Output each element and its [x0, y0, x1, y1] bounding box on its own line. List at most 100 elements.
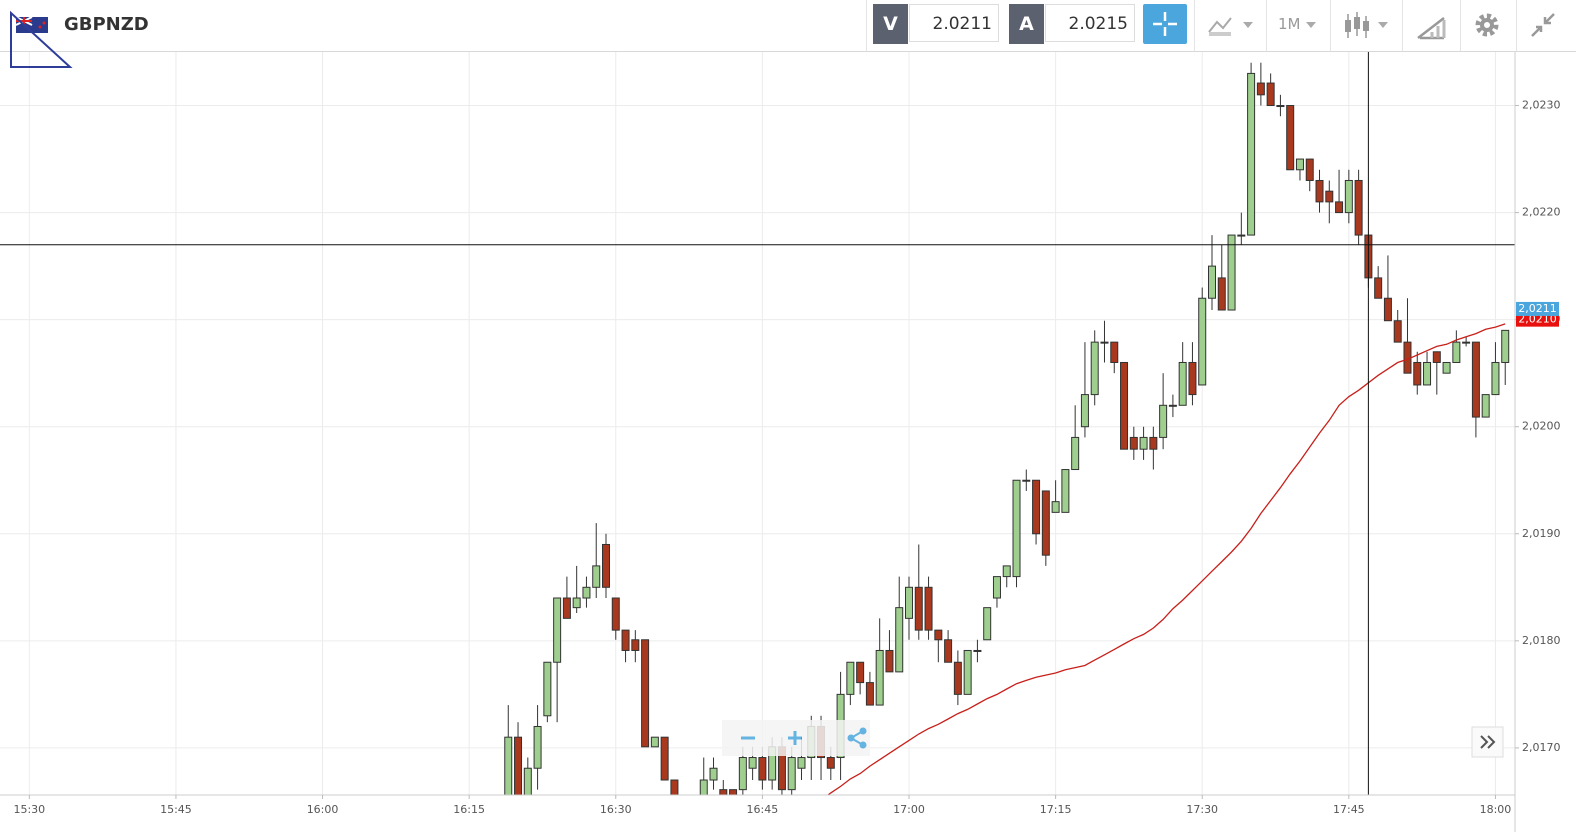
candle-body — [885, 649, 894, 673]
candle-body — [543, 661, 552, 717]
candle-body — [553, 597, 562, 663]
candle-body — [572, 597, 581, 609]
candle-body — [1501, 329, 1510, 363]
drawing-tools-button[interactable] — [1414, 10, 1450, 42]
candle-body — [1247, 72, 1256, 236]
separator — [866, 0, 867, 51]
settings-button[interactable] — [1472, 10, 1504, 42]
candle-body — [1432, 351, 1441, 363]
price-tag — [1516, 301, 1559, 316]
candle-body — [1315, 179, 1324, 203]
candle-body — [709, 767, 718, 781]
candle-body — [1354, 179, 1363, 236]
candle-body — [1286, 105, 1295, 171]
candle-body — [1139, 436, 1148, 450]
chart-type-button[interactable] — [1205, 12, 1257, 40]
candle-body — [1032, 479, 1041, 535]
candle-body — [1266, 82, 1275, 107]
candle-body — [514, 736, 523, 795]
candle-body — [1041, 490, 1050, 556]
candle-body — [846, 661, 855, 695]
header-bar: GBPNZD V 2.0211 A 2.0215 1M — [0, 0, 1576, 52]
candle-body — [1423, 361, 1432, 386]
candle-body — [758, 757, 767, 781]
bid-button[interactable]: V — [873, 4, 908, 44]
candle-body — [748, 757, 757, 769]
candle-body — [592, 565, 601, 588]
candle-body — [523, 767, 532, 795]
candle-body — [1256, 82, 1265, 96]
separator — [1330, 0, 1331, 51]
y-tick-label: 2,0180 — [1522, 634, 1561, 647]
x-tick-label: 17:30 — [1186, 803, 1218, 816]
candle-body — [1344, 179, 1353, 214]
candle-body — [895, 607, 904, 673]
candle-body — [699, 779, 708, 795]
y-tick-label: 2,0220 — [1522, 206, 1561, 219]
candle-body — [641, 639, 650, 748]
candle-body — [660, 736, 669, 781]
plot-area — [0, 52, 1515, 832]
y-tick-label: 2,0170 — [1522, 741, 1561, 754]
candle-body — [670, 779, 679, 795]
x-tick-label: 17:45 — [1333, 803, 1365, 816]
ask-button[interactable]: A — [1009, 4, 1044, 44]
candle-body — [1471, 341, 1480, 418]
candle-body — [865, 682, 874, 706]
candle-body — [1129, 436, 1138, 450]
x-tick-label: 16:00 — [307, 803, 339, 816]
timeframe-caret — [1306, 22, 1316, 28]
candle-body — [953, 661, 962, 695]
candle-body — [856, 661, 865, 684]
candle-body — [787, 757, 796, 791]
candle-body — [1325, 190, 1334, 203]
price-tag — [1516, 312, 1559, 327]
candle-body — [1002, 565, 1011, 578]
candle-body — [650, 736, 659, 748]
separator — [1194, 0, 1195, 51]
candle-body — [631, 639, 640, 651]
zoom-in-button[interactable] — [788, 731, 802, 745]
candle-body — [1442, 361, 1451, 374]
price-chart: 2,01702,01802,01902,02002,02102,02202,02… — [0, 52, 1561, 832]
candle-body — [1178, 361, 1187, 406]
separator — [1460, 0, 1461, 51]
candle-body — [1208, 265, 1216, 299]
moving-average-line — [826, 323, 1506, 795]
x-tick-label: 18:00 — [1480, 803, 1512, 816]
y-tick-label: 2,0230 — [1522, 99, 1561, 112]
candle-body — [1080, 394, 1089, 428]
scroll-right-button[interactable] — [1471, 726, 1504, 758]
candle-body — [1491, 361, 1500, 396]
candle-body — [690, 812, 697, 832]
x-tick-label: 16:45 — [747, 803, 779, 816]
candle-body — [1393, 320, 1402, 343]
candle-body — [1188, 361, 1197, 396]
price-tag-label: 2,0211 — [1518, 302, 1557, 315]
candle-body — [944, 639, 953, 663]
candle-body — [1413, 361, 1422, 386]
candle-body — [611, 597, 620, 631]
candle-body — [934, 629, 943, 641]
x-tick-label: 16:15 — [453, 803, 485, 816]
candle-body — [1022, 479, 1031, 482]
candle-body — [924, 586, 933, 631]
candle-body — [1090, 341, 1099, 396]
crosshair-button[interactable] — [1143, 4, 1187, 44]
x-tick-label: 17:15 — [1040, 803, 1072, 816]
candle-body — [729, 789, 738, 795]
candle-body — [875, 649, 884, 706]
candle-style-button[interactable] — [1342, 10, 1394, 42]
candle-body — [1383, 297, 1392, 322]
candle-body — [1452, 341, 1461, 363]
candle-body — [1149, 436, 1158, 450]
timeframe-button[interactable]: 1M — [1278, 15, 1301, 33]
collapse-button[interactable] — [1528, 10, 1560, 42]
candle-body — [1071, 436, 1080, 471]
candle-body — [1276, 105, 1285, 108]
candle-body — [797, 757, 806, 769]
y-tick-label: 2,0200 — [1522, 420, 1561, 433]
share-button[interactable] — [847, 727, 867, 749]
candle-body — [1481, 394, 1490, 418]
